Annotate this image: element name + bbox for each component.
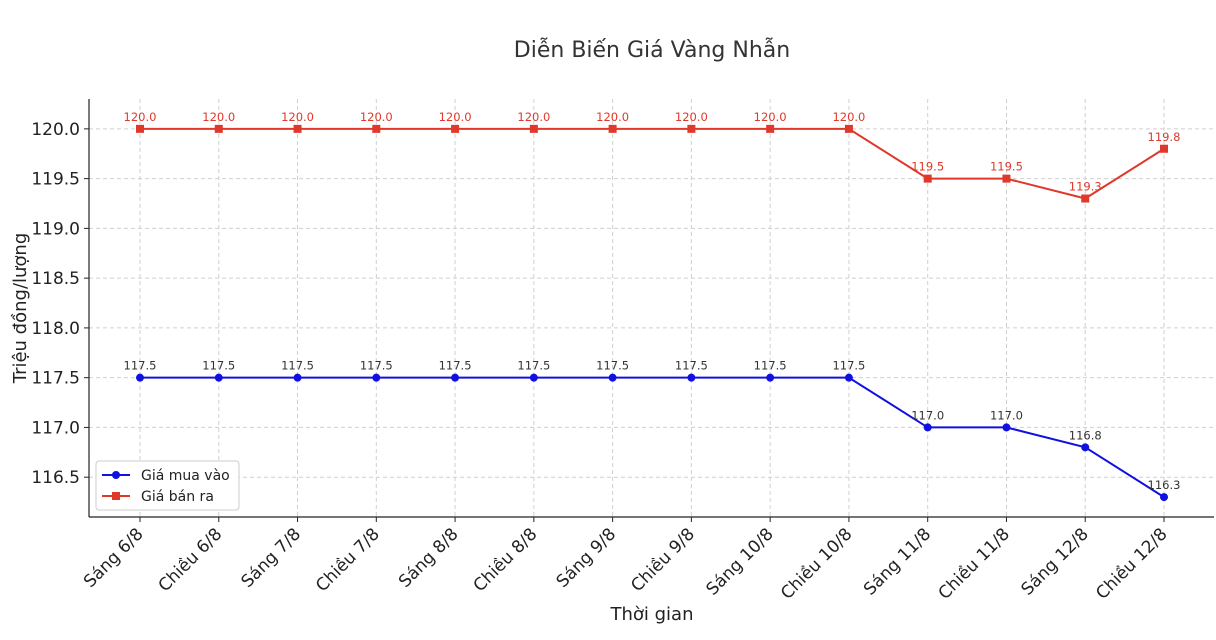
buy-point: [451, 373, 460, 382]
data-label: 117.5: [517, 359, 550, 373]
x-tick-label: Sáng 7/8: [238, 524, 306, 592]
y-tick-label: 118.5: [31, 269, 80, 289]
x-tick-label: Chiều 7/8: [311, 524, 383, 596]
x-tick-label: Sáng 10/8: [702, 524, 777, 599]
data-label: 117.5: [596, 359, 629, 373]
sell-point: [608, 124, 617, 133]
data-label: 120.0: [675, 110, 708, 124]
data-label: 116.8: [1069, 428, 1102, 442]
sell-point: [1081, 194, 1090, 203]
buy-point: [1081, 443, 1090, 452]
buy-point: [687, 373, 696, 382]
x-tick-label: Chiều 11/8: [934, 524, 1014, 604]
sell-point: [923, 174, 932, 183]
x-tick-label: Chiều 8/8: [469, 524, 541, 596]
sell-point: [844, 124, 853, 133]
data-label: 116.3: [1148, 478, 1181, 492]
data-label: 120.0: [439, 110, 472, 124]
data-label: 117.0: [990, 408, 1023, 422]
legend-sell-label: Giá bán ra: [141, 489, 214, 505]
x-tick-label: Sáng 9/8: [553, 524, 621, 592]
legend-buy-label: Giá mua vào: [141, 468, 230, 484]
buy-point: [844, 373, 853, 382]
grid-lines: [89, 99, 1214, 517]
legend-sell-marker: [112, 492, 120, 500]
y-axis-label: Triệu đồng/lượng: [10, 233, 31, 385]
sell-point: [214, 124, 223, 133]
series-line-sell: [140, 127, 1165, 200]
data-label: 117.5: [439, 359, 472, 373]
sell-point: [766, 124, 775, 133]
chart-title: Diễn Biến Giá Vàng Nhẫn: [514, 37, 790, 63]
data-label: 120.0: [202, 110, 235, 124]
data-label: 120.0: [124, 110, 157, 124]
x-tick-label: Sáng 12/8: [1018, 524, 1093, 599]
y-tick-label: 118.0: [31, 319, 80, 339]
data-labels: 117.5 117.5 117.5 117.5 117.5 117.5 117.5 117.5…: [124, 110, 1181, 492]
x-tick-label: Chiều 10/8: [776, 524, 856, 604]
sell-point: [136, 124, 144, 133]
x-tick-label: Chiều 12/8: [1091, 524, 1171, 604]
data-label: 119.5: [990, 160, 1023, 174]
data-label: 117.5: [675, 359, 708, 373]
data-label: 119.5: [911, 160, 944, 174]
buy-point: [923, 423, 932, 432]
x-tick-label: Sáng 11/8: [860, 524, 935, 599]
x-tick-label: Chiều 6/8: [154, 524, 226, 596]
buy-point: [372, 373, 381, 382]
data-label: 119.8: [1148, 130, 1181, 144]
buy-point: [214, 373, 223, 382]
data-label: 117.5: [281, 359, 314, 373]
data-label: 120.0: [596, 110, 629, 124]
buy-point: [529, 373, 538, 382]
legend-buy-marker: [112, 471, 120, 479]
x-tick-label: Sáng 8/8: [395, 524, 463, 592]
data-label: 120.0: [360, 110, 393, 124]
y-tick-label: 119.5: [31, 170, 80, 190]
buy-point: [766, 373, 775, 382]
data-label: 120.0: [832, 110, 865, 124]
data-label: 117.5: [124, 359, 157, 373]
buy-point: [136, 373, 144, 382]
buy-point: [293, 373, 302, 382]
series-line-buy: [140, 376, 1165, 498]
y-tick-label: 119.0: [31, 219, 80, 239]
sell-point: [687, 124, 696, 133]
sell-point: [1160, 144, 1168, 153]
buy-point: [1002, 423, 1011, 432]
data-label: 117.5: [202, 359, 235, 373]
y-tick-label: 120.0: [31, 120, 80, 140]
legend: Giá mua vào Giá bán ra: [95, 460, 240, 511]
y-tick-label: 117.5: [31, 369, 80, 389]
data-label: 120.0: [281, 110, 314, 124]
buy-point: [608, 373, 617, 382]
y-tick-label: 116.5: [31, 468, 80, 488]
data-label: 117.5: [754, 359, 787, 373]
sell-point: [372, 124, 381, 133]
series-layer: [136, 124, 1168, 502]
data-label: 117.0: [911, 408, 944, 422]
sell-point: [1002, 174, 1011, 183]
data-label: 120.0: [754, 110, 787, 124]
data-label: 117.5: [832, 359, 865, 373]
sell-point: [529, 124, 538, 133]
x-tick-label: Sáng 6/8: [80, 524, 148, 592]
data-label: 119.3: [1069, 180, 1102, 194]
data-label: 120.0: [517, 110, 550, 124]
data-label: 117.5: [360, 359, 393, 373]
x-axis-label: Thời gian: [609, 604, 693, 625]
sell-point: [293, 124, 302, 133]
legend-frame: [95, 460, 240, 511]
x-tick-label: Chiều 9/8: [627, 524, 699, 596]
sell-point: [451, 124, 460, 133]
buy-point: [1160, 493, 1168, 502]
y-tick-label: 117.0: [31, 418, 80, 438]
axes: 120.0 119.5 119.0 118.5 118.0 117.5 117.0 116.5…: [31, 99, 1214, 604]
